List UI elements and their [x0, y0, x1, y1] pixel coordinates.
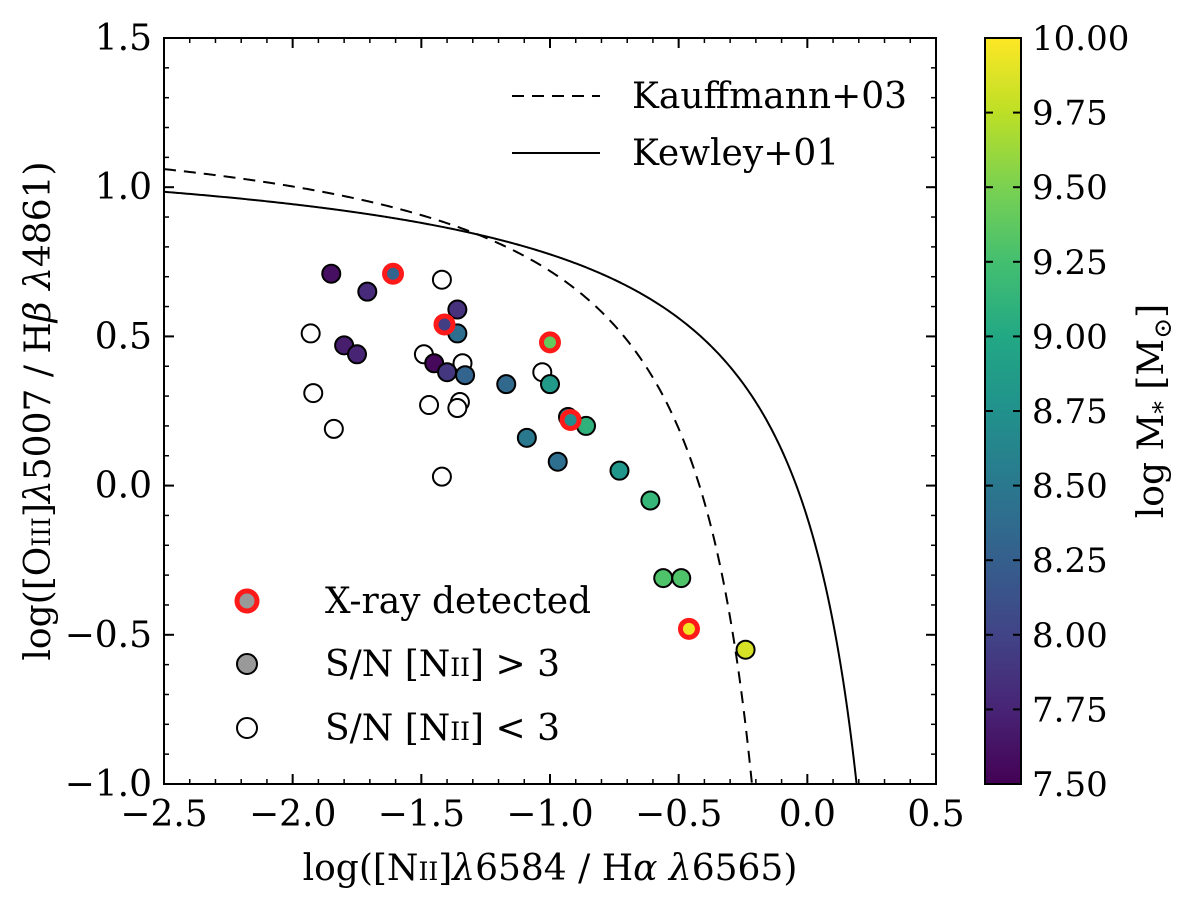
demarcation-curves	[164, 168, 858, 784]
open-point	[447, 398, 468, 419]
kewley-legend-label: Kewley+01	[632, 133, 839, 174]
x-tick-label: 0.5	[907, 794, 964, 835]
colorbar-tick-label: 10.00	[1032, 19, 1129, 59]
colorbar-ticks: 7.50 7.75 8.00 8.25 8.50 8.75 9.00 9.25 9.50 9.75…	[985, 19, 1129, 805]
detected-point	[516, 427, 537, 448]
marker-legend: X-ray detected S/N [NII] > 3 S/N [NII] <…	[234, 581, 591, 749]
x-tick-label: −2.5	[120, 794, 207, 835]
colorbar-tick-label: 9.75	[1032, 94, 1108, 134]
detected-legend-marker	[236, 653, 258, 675]
detected-point	[321, 263, 342, 284]
detected-point	[609, 460, 630, 481]
colorbar-tick-label: 9.25	[1032, 243, 1108, 283]
open-legend-label: S/N [NII] < 3	[325, 708, 560, 749]
open-point	[323, 418, 344, 439]
x-tick-label: 0.0	[779, 794, 836, 835]
xray-point	[382, 262, 405, 285]
xray-point	[559, 408, 582, 431]
x-tick-label: −0.5	[635, 794, 722, 835]
data-points	[300, 262, 756, 660]
open-point	[431, 269, 452, 290]
detected-point	[547, 451, 568, 472]
y-tick-label: −1.0	[65, 764, 152, 805]
colorbar-tick-label: 8.00	[1032, 616, 1108, 656]
open-point	[431, 466, 452, 487]
detected-point	[640, 490, 661, 511]
colorbar-tick-label: 8.25	[1032, 541, 1108, 581]
y-tick-label: 0.5	[95, 316, 152, 357]
colorbar-tick-label: 7.50	[1032, 765, 1108, 805]
y-tick-label: 0.0	[95, 466, 152, 507]
detected-point	[735, 639, 756, 660]
detected-point	[540, 374, 560, 395]
xray-point	[539, 331, 561, 354]
xray-point	[677, 617, 700, 640]
detected-point	[671, 568, 692, 589]
y-axis-label: log([OIII]λ5007 / Hβ λ4861)	[18, 161, 59, 660]
xray-legend-label: X-ray detected	[325, 581, 591, 622]
axis-ticks: −2.5 −2.0 −1.5 −1.0 −0.5 0.0 0.5 −1.0 −0.5 0.0 0.5…	[65, 18, 965, 835]
xray-point	[433, 313, 456, 336]
open-legend-marker	[236, 717, 258, 739]
open-point	[303, 383, 324, 404]
detected-point	[347, 344, 367, 365]
axis-labels: log([NII]λ6584 / Hα λ6565) log([OIII]λ50…	[18, 161, 797, 889]
xray-legend-marker	[234, 588, 260, 614]
y-tick-label: 1.5	[95, 18, 152, 59]
open-point	[300, 323, 321, 344]
kauffmann-curve	[164, 168, 753, 784]
x-tick-label: −1.0	[506, 794, 593, 835]
detected-point	[455, 365, 476, 386]
x-tick-label: −1.5	[378, 794, 465, 835]
colorbar-label: log M* [M⊙]	[1131, 304, 1177, 518]
line-legend: Kauffmann+03 Kewley+01	[512, 76, 907, 174]
colorbar-tick-label: 8.75	[1032, 392, 1108, 432]
kauffmann-legend-label: Kauffmann+03	[632, 76, 907, 117]
colorbar-tick-label: 9.00	[1032, 317, 1108, 357]
colorbar-tick-label: 9.50	[1032, 168, 1108, 208]
y-tick-label: −0.5	[65, 615, 152, 656]
detected-point	[437, 362, 458, 383]
detected-point	[653, 568, 674, 589]
x-tick-label: −2.0	[249, 794, 336, 835]
detected-point	[447, 299, 468, 320]
colorbar-tick-label: 8.50	[1032, 467, 1108, 507]
detected-point	[496, 374, 517, 395]
y-tick-label: 1.0	[95, 167, 152, 208]
colorbar-tick-label: 7.75	[1032, 690, 1108, 730]
detected-point	[357, 281, 378, 302]
x-axis-label: log([NII]λ6584 / Hα λ6565)	[303, 848, 798, 889]
plot-area	[164, 38, 936, 784]
kewley-curve	[164, 190, 858, 784]
open-point	[419, 395, 440, 416]
colorbar: 7.50 7.75 8.00 8.25 8.50 8.75 9.00 9.25 9.50 9.75…	[984, 19, 1177, 805]
detected-legend-label: S/N [NII] > 3	[325, 644, 560, 685]
